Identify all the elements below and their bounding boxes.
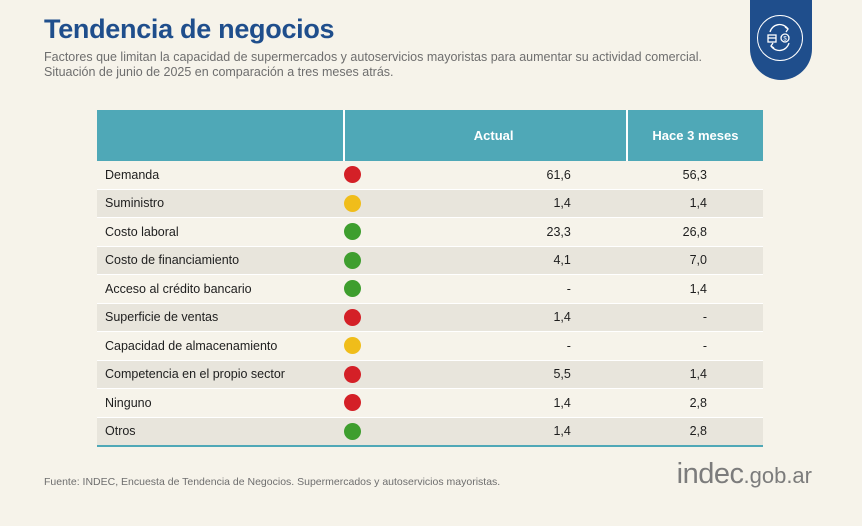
row-label: Capacidad de almacenamiento (97, 331, 345, 361)
status-dot-red (344, 394, 362, 412)
table-row: Competencia en el propio sector 5,5 1,4 (97, 360, 763, 389)
table-row: Ninguno 1,4 2,8 (97, 388, 763, 418)
prev-value: 7,0 (626, 246, 763, 275)
row-label: Suministro (97, 189, 345, 218)
table-row: Suministro 1,4 1,4 (97, 189, 763, 218)
table-header-row: Actual Hace 3 meses (97, 110, 763, 161)
row-label: Acceso al crédito bancario (97, 274, 345, 304)
column-header-actual: Actual (361, 110, 628, 161)
actual-value: - (361, 331, 627, 361)
status-dot-red (344, 308, 362, 326)
subtitle-line-1: Factores que limitan la capacidad de sup… (44, 50, 702, 64)
svg-text:$: $ (783, 37, 787, 43)
status-dot-red (344, 365, 362, 383)
row-label: Costo laboral (97, 217, 345, 247)
status-cell (344, 303, 362, 332)
page-subtitle: Factores que limitan la capacidad de sup… (44, 50, 702, 80)
row-label: Demanda (97, 161, 345, 190)
table-row: Capacidad de almacenamiento - - (97, 331, 763, 361)
column-header-factor (97, 110, 346, 161)
page-title: Tendencia de negocios (44, 14, 335, 44)
status-dot-green (344, 223, 362, 241)
status-dot-green (344, 251, 362, 269)
status-dot-green (344, 422, 362, 440)
status-cell (344, 388, 362, 418)
exchange-icon: $ (757, 15, 803, 61)
column-header-status (344, 110, 362, 161)
table-body: Demanda 61,6 56,3 Suministro 1,4 1,4 Costo lab… (97, 161, 763, 447)
status-dot-yellow (344, 337, 362, 355)
table-row: Costo laboral 23,3 26,8 (97, 217, 763, 247)
status-cell (344, 360, 362, 389)
status-cell (344, 161, 362, 190)
status-dot-red (344, 166, 362, 184)
row-label: Costo de financiamiento (97, 246, 345, 275)
prev-value: 56,3 (626, 161, 763, 190)
row-label: Competencia en el propio sector (97, 360, 345, 389)
indec-logo: indec.gob.ar (677, 458, 812, 491)
exchange-icon-graphic: $ (767, 23, 790, 52)
subtitle-line-2: Situación de junio de 2025 en comparació… (44, 65, 394, 79)
actual-value: 23,3 (361, 217, 627, 247)
actual-value: - (361, 274, 627, 304)
prev-value: - (626, 303, 763, 332)
actual-value: 1,4 (361, 303, 627, 332)
actual-value: 5,5 (361, 360, 627, 389)
prev-value: 1,4 (626, 360, 763, 389)
prev-value: 1,4 (626, 274, 763, 304)
status-cell (344, 217, 362, 247)
source-note: Fuente: INDEC, Encuesta de Tendencia de … (44, 476, 501, 488)
status-cell (344, 417, 362, 447)
row-label: Ninguno (97, 388, 345, 418)
status-cell (344, 331, 362, 361)
status-dot-green (344, 280, 362, 298)
table-row: Superficie de ventas 1,4- (97, 303, 763, 332)
status-cell (344, 274, 362, 304)
status-cell (344, 189, 362, 218)
table-row: Demanda 61,6 56,3 (97, 161, 763, 190)
section-badge: $ (750, 0, 812, 80)
prev-value: - (626, 331, 763, 361)
table-row: Acceso al crédito bancario -1,4 (97, 274, 763, 304)
prev-value: 2,8 (626, 388, 763, 418)
table-row: Otros 1,4 2,8 (97, 417, 763, 447)
logo-main: indec (676, 458, 744, 490)
factors-table: Actual Hace 3 meses Demanda 61,6 56,3 Sumin… (97, 110, 763, 447)
actual-value: 61,6 (361, 161, 627, 190)
prev-value: 2,8 (626, 417, 763, 447)
row-label: Otros (97, 417, 345, 447)
actual-value: 1,4 (361, 417, 627, 447)
table-row: Costo de financiamiento 4,1 7,0 (97, 246, 763, 275)
logo-domain: .gob.ar (743, 463, 813, 488)
actual-value: 1,4 (361, 189, 627, 218)
actual-value: 1,4 (361, 388, 627, 418)
actual-value: 4,1 (361, 246, 627, 275)
column-header-prev: Hace 3 meses (626, 110, 763, 161)
status-dot-yellow (344, 194, 362, 212)
status-cell (344, 246, 362, 275)
prev-value: 26,8 (626, 217, 763, 247)
row-label: Superficie de ventas (97, 303, 345, 332)
prev-value: 1,4 (626, 189, 763, 218)
